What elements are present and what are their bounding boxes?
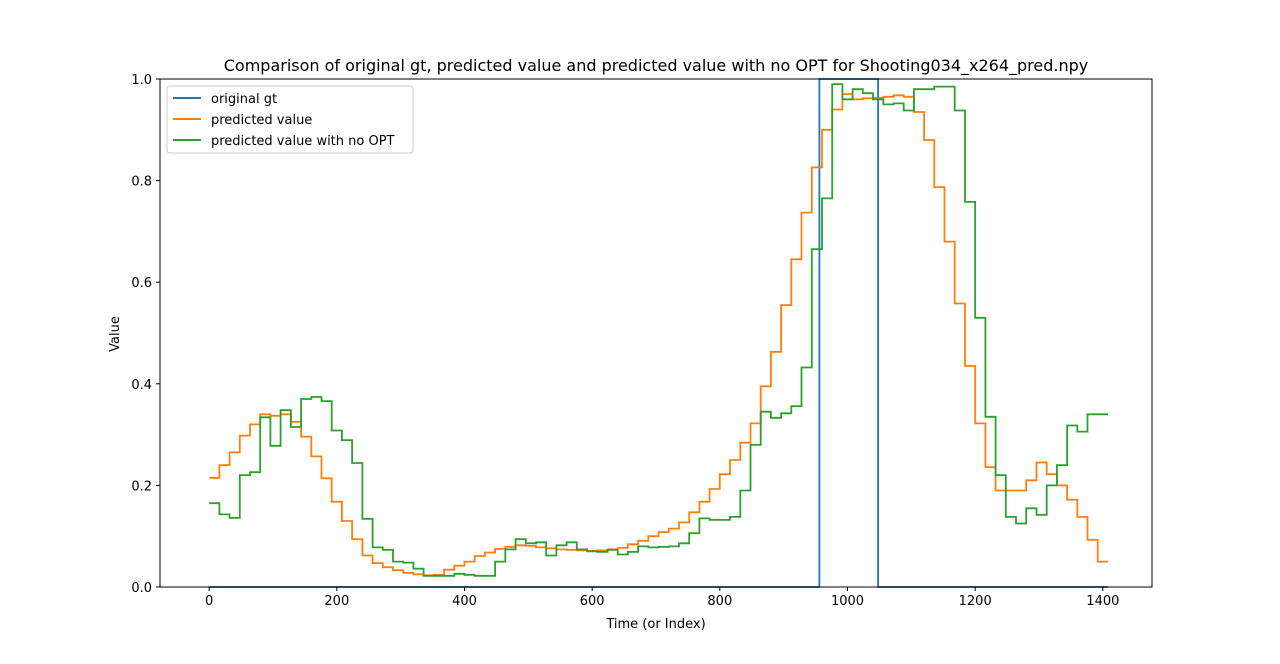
legend-label-1: predicted value — [211, 113, 312, 128]
x-tick-label: 800 — [707, 594, 732, 609]
y-axis-label: Value — [108, 316, 123, 352]
x-tick-label: 0 — [205, 594, 213, 609]
y-tick-label: 0.4 — [131, 378, 152, 393]
legend-box — [166, 85, 414, 154]
chart-title: Comparison of original gt, predicted val… — [224, 56, 1089, 76]
plot-frame — [159, 78, 1153, 588]
y-tick-label: 1.0 — [131, 73, 152, 88]
legend: original gt predicted value predicted valu… — [166, 85, 414, 154]
y-tick-label: 0.0 — [131, 581, 152, 596]
series-line-2 — [209, 83, 1108, 577]
series-line-1 — [209, 93, 1108, 577]
y-tick-label: 0.2 — [131, 479, 152, 494]
x-tick-label: 1200 — [959, 594, 992, 609]
series-line-0 — [209, 78, 1108, 588]
x-tick-label: 600 — [580, 594, 605, 609]
legend-label-0: original gt — [211, 92, 277, 107]
x-tick-label: 200 — [324, 594, 349, 609]
x-axis-label: Time (or Index) — [605, 617, 705, 632]
axes-layer: 0 200 400 600 800 1000 1200 1400 0.0 0.2 0.4 0.6 0.8… — [131, 73, 1153, 609]
x-tick-label: 1000 — [831, 594, 864, 609]
series-layer — [209, 78, 1108, 588]
x-tick-label: 1400 — [1086, 594, 1119, 609]
y-tick-label: 0.8 — [131, 175, 152, 190]
x-tick-label: 400 — [452, 594, 477, 609]
y-tick-label: 0.6 — [131, 276, 152, 291]
legend-label-2: predicted value with no OPT — [211, 134, 395, 149]
